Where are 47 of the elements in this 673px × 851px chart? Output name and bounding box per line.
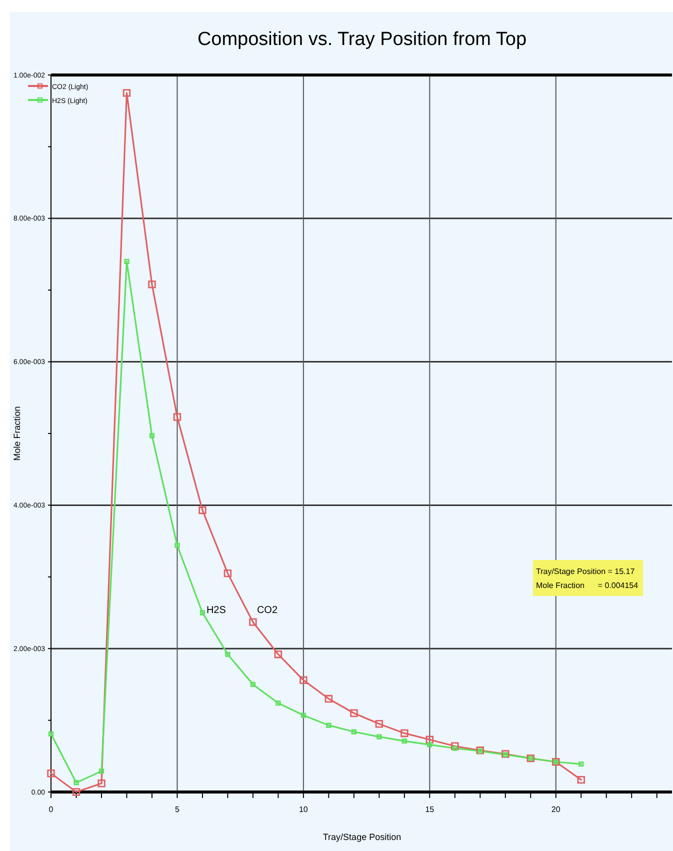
point	[225, 652, 230, 657]
point	[122, 89, 131, 97]
point	[350, 709, 358, 717]
annotation: CO2	[256, 604, 278, 616]
point	[224, 569, 232, 578]
x-tick-label: 0	[48, 805, 54, 814]
point	[426, 736, 434, 744]
point	[98, 768, 104, 774]
point	[452, 746, 458, 751]
point	[400, 729, 408, 738]
point	[276, 700, 281, 706]
point	[124, 258, 130, 264]
point	[324, 694, 333, 703]
point	[198, 506, 206, 514]
point	[72, 788, 80, 796]
point	[451, 742, 459, 750]
point	[351, 729, 356, 734]
point	[376, 734, 382, 740]
x-tick-label: 20	[551, 805, 561, 814]
point	[173, 413, 182, 421]
x-tick-label: 5	[174, 805, 180, 814]
x-tick-label: 15	[425, 805, 435, 814]
x-tick-label: 10	[298, 805, 308, 814]
point	[427, 742, 432, 748]
point	[98, 780, 106, 788]
annotation: H2S	[206, 604, 226, 616]
point	[149, 433, 155, 438]
point	[402, 738, 407, 744]
point	[577, 776, 585, 784]
y-axis-title: Mole Fraction	[12, 406, 22, 461]
point	[300, 712, 306, 718]
point	[174, 542, 180, 548]
annotation: Tray/Stage Position = 15.17 Mole Fraction = 0.004154	[536, 567, 639, 590]
point	[148, 280, 156, 288]
point	[48, 731, 54, 736]
point	[74, 780, 79, 786]
point	[578, 761, 584, 767]
chart-title: Composition vs. Tray Position from Top	[197, 29, 527, 50]
point	[249, 618, 257, 626]
point	[300, 676, 308, 684]
point	[326, 722, 332, 728]
point	[375, 720, 384, 728]
point	[274, 650, 282, 658]
x-axis-title: Tray/Stage Position	[322, 832, 402, 842]
point	[250, 682, 256, 688]
point	[200, 610, 206, 616]
point	[47, 769, 55, 778]
